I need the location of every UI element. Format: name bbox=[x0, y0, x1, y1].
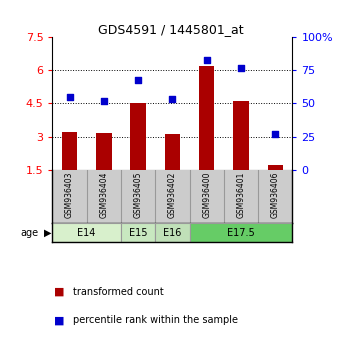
Text: GSM936403: GSM936403 bbox=[65, 172, 74, 218]
Text: transformed count: transformed count bbox=[73, 287, 163, 297]
Text: ■: ■ bbox=[54, 287, 65, 297]
Point bbox=[170, 97, 175, 102]
Bar bbox=[190, 223, 292, 242]
Text: GSM936404: GSM936404 bbox=[99, 172, 108, 218]
Point bbox=[204, 57, 209, 63]
Text: GSM936400: GSM936400 bbox=[202, 172, 211, 218]
Text: age: age bbox=[21, 228, 39, 238]
Bar bbox=[96, 133, 112, 170]
Text: E15: E15 bbox=[129, 228, 147, 238]
Bar bbox=[155, 223, 190, 242]
Bar bbox=[121, 223, 155, 242]
Text: percentile rank within the sample: percentile rank within the sample bbox=[73, 315, 238, 325]
Bar bbox=[52, 223, 121, 242]
Bar bbox=[267, 165, 283, 170]
Text: E16: E16 bbox=[163, 228, 182, 238]
Text: E17.5: E17.5 bbox=[227, 228, 255, 238]
Point bbox=[67, 94, 72, 99]
Bar bbox=[233, 101, 249, 170]
Bar bbox=[199, 66, 214, 170]
Text: ■: ■ bbox=[54, 315, 65, 325]
Text: GSM936406: GSM936406 bbox=[271, 172, 280, 218]
Point bbox=[136, 77, 141, 82]
Bar bbox=[130, 103, 146, 170]
Text: GDS4591 / 1445801_at: GDS4591 / 1445801_at bbox=[98, 23, 243, 36]
Bar bbox=[62, 132, 77, 170]
Text: GSM936401: GSM936401 bbox=[237, 172, 245, 218]
Text: ▶: ▶ bbox=[44, 228, 51, 238]
Text: GSM936402: GSM936402 bbox=[168, 172, 177, 218]
Point bbox=[101, 98, 106, 104]
Point bbox=[238, 65, 244, 70]
Point bbox=[272, 131, 278, 137]
Text: E14: E14 bbox=[77, 228, 96, 238]
Text: GSM936405: GSM936405 bbox=[134, 172, 143, 218]
Bar bbox=[165, 134, 180, 170]
